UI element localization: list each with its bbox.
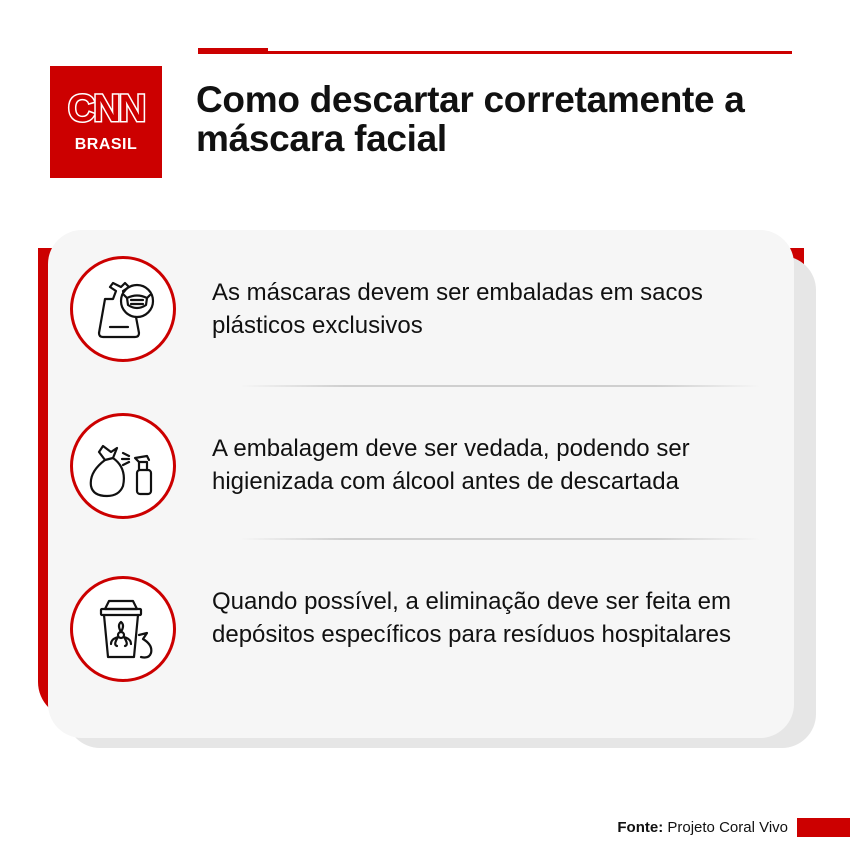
logo-subtext: BRASIL xyxy=(74,136,138,153)
page-title: Como descartar corretamente a máscara fa… xyxy=(196,79,745,159)
item-text: As máscaras devem ser embaladas em sacos… xyxy=(212,279,703,339)
footer-accent-bar xyxy=(797,818,850,837)
mask-in-bag-icon xyxy=(70,256,176,362)
item-text: A embalagem deve ser vedada, podendo ser… xyxy=(212,435,690,495)
info-card: As máscaras devem ser embaladas em sacos… xyxy=(48,230,794,738)
sealed-bag-spray-icon xyxy=(70,413,176,519)
source-credit: Fonte: Projeto Coral Vivo xyxy=(617,819,788,836)
header-rule xyxy=(198,51,792,54)
logo-mark: CNN xyxy=(66,88,147,130)
biohazard-bin-icon xyxy=(70,576,176,682)
header-rule-accent xyxy=(198,48,268,54)
divider xyxy=(240,385,760,387)
cnn-brasil-logo: CNN BRASIL xyxy=(50,66,162,178)
source-value: Projeto Coral Vivo xyxy=(667,819,788,836)
item-text: Quando possível, a eliminação deve ser f… xyxy=(212,588,731,648)
source-label: Fonte: xyxy=(617,819,664,836)
divider xyxy=(240,538,760,540)
